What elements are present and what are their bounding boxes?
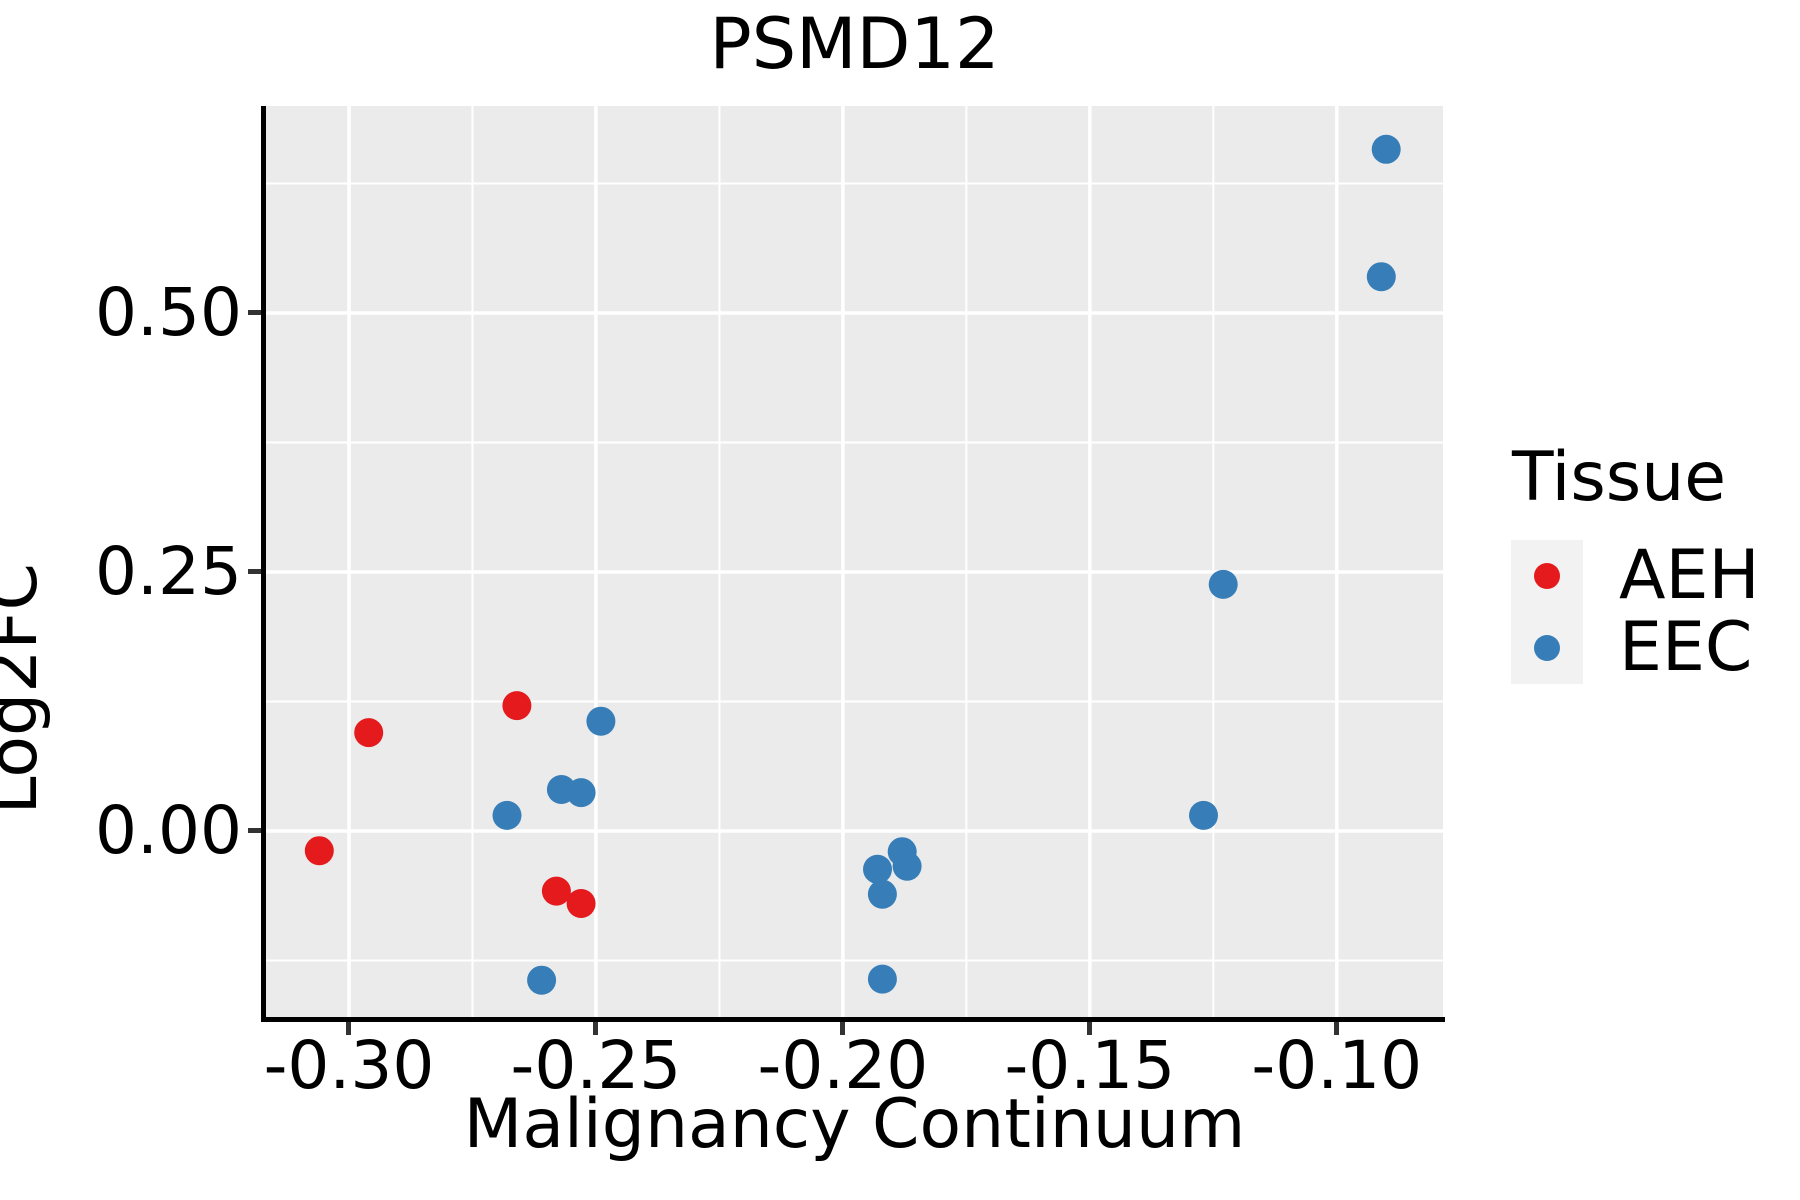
data-point-eec xyxy=(863,854,892,884)
plot-panel xyxy=(266,106,1443,1019)
data-point-aeh xyxy=(566,889,596,918)
x-tick-label: -0.20 xyxy=(757,1027,929,1104)
legend-label-aeh: AEH xyxy=(1619,536,1760,615)
x-tick-label: -0.25 xyxy=(510,1027,682,1104)
x-tick-mark xyxy=(346,1022,352,1035)
x-tick-mark xyxy=(1334,1022,1340,1035)
data-point-eec xyxy=(867,879,897,909)
data-point-eec xyxy=(1366,262,1396,292)
data-point-eec xyxy=(892,851,922,881)
legend-label-eec: EEC xyxy=(1619,608,1753,687)
legend-title: Tissue xyxy=(1512,438,1727,517)
chart-title: PSMD12 xyxy=(709,3,1000,85)
data-point-aeh xyxy=(541,876,571,906)
panel-background xyxy=(266,106,1443,1019)
y-tick-mark xyxy=(248,569,261,575)
y-tick-mark xyxy=(248,310,261,316)
y-tick-label: 0.50 xyxy=(95,273,242,351)
x-tick-label: -0.10 xyxy=(1251,1027,1423,1104)
x-tick-label: -0.15 xyxy=(1004,1027,1176,1104)
data-point-aeh xyxy=(354,718,384,748)
y-tick-label: 0.25 xyxy=(95,532,242,610)
x-tick-mark xyxy=(840,1022,846,1035)
x-tick-label: -0.30 xyxy=(263,1027,435,1104)
data-point-eec xyxy=(867,964,897,994)
y-tick-label: 0.00 xyxy=(95,791,242,869)
data-point-eec xyxy=(492,800,522,830)
data-point-aeh xyxy=(304,836,334,866)
x-tick-mark xyxy=(1087,1022,1093,1035)
legend-key-eec xyxy=(1511,612,1583,684)
data-point-aeh xyxy=(502,691,532,721)
x-axis-title: Malignancy Continuum xyxy=(463,1085,1246,1164)
data-point-eec xyxy=(1189,800,1218,830)
data-point-eec xyxy=(527,965,557,995)
legend-key-aeh xyxy=(1511,540,1583,612)
data-point-eec xyxy=(1371,134,1401,164)
data-point-eec xyxy=(566,778,596,808)
legend-entry-aeh: AEH xyxy=(1511,540,1760,612)
data-point-eec xyxy=(1208,569,1238,599)
x-tick-mark xyxy=(593,1022,599,1035)
y-tick-mark xyxy=(248,828,261,834)
aeh-point-icon xyxy=(1534,563,1560,589)
eec-point-icon xyxy=(1534,635,1560,661)
x-axis-line xyxy=(261,1017,1445,1022)
data-point-eec xyxy=(586,706,616,736)
legend-entry-eec: EEC xyxy=(1511,612,1752,684)
y-axis-line xyxy=(261,106,266,1022)
